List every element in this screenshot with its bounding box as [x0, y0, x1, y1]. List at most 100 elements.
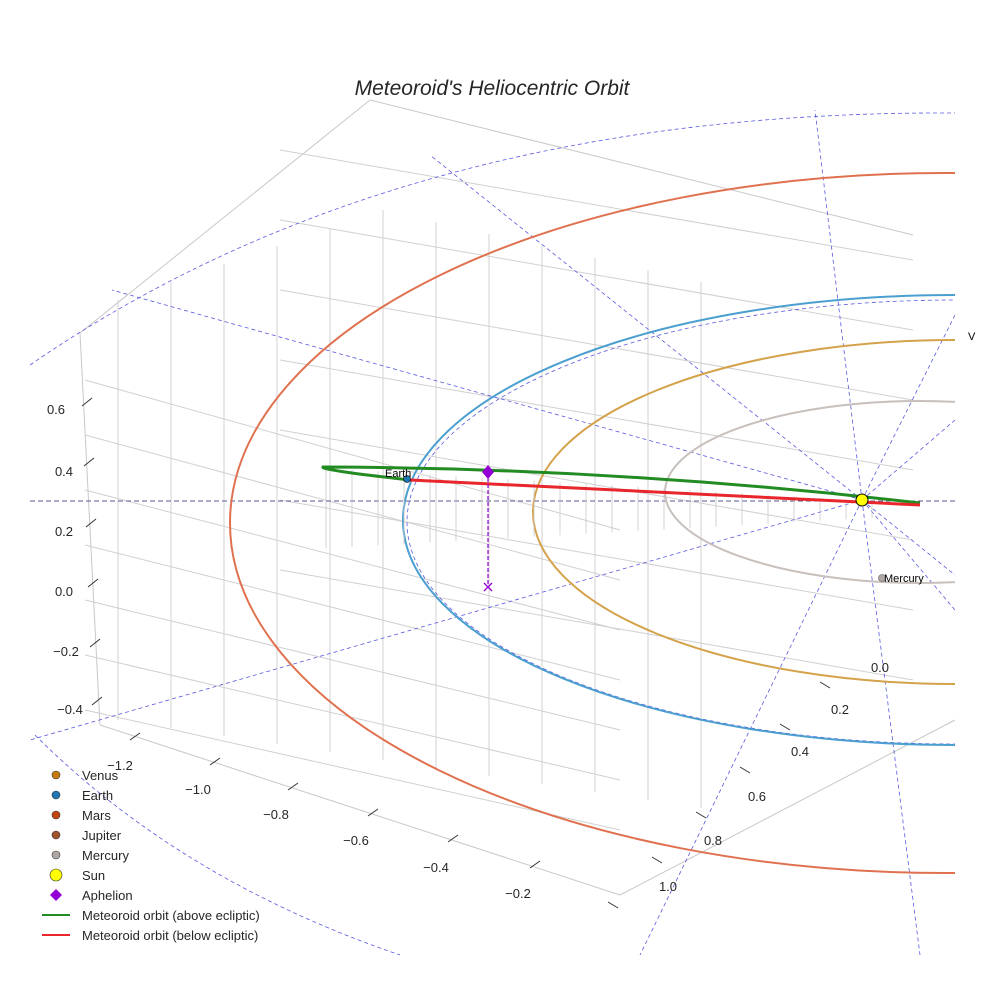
x-tick-mark [287, 782, 299, 791]
legend-item: Mars [51, 808, 111, 823]
legend-label: Jupiter [82, 828, 122, 843]
legend-label: Aphelion [82, 888, 133, 903]
axis-edge [79, 332, 101, 726]
grid-line-depth [84, 489, 621, 631]
grid-line-depth [84, 379, 621, 531]
axis-edge [79, 99, 371, 334]
mercury-marker [878, 574, 886, 582]
grid-line-horizontal [279, 149, 914, 261]
z-tick-label: −0.2 [53, 644, 79, 659]
y-tick-mark [607, 901, 619, 909]
legend-marker-diamond [50, 889, 62, 901]
z-tick-label: 0.6 [47, 402, 65, 417]
meteoroid-orbit [321, 465, 921, 592]
guide-ray [861, 419, 955, 501]
legend-item: Meteoroid orbit (above ecliptic) [42, 908, 260, 923]
axis-edge [369, 99, 914, 236]
legend-item: Earth [51, 788, 113, 803]
z-tick-label: −0.4 [57, 702, 83, 717]
guide-ray [429, 154, 863, 501]
guide-ray [861, 499, 921, 956]
grid-line-horizontal [279, 569, 914, 681]
guide-ray [111, 289, 863, 501]
aphelion-marker [482, 465, 494, 479]
legend-label: Mercury [82, 848, 129, 863]
x-tick-mark [209, 757, 221, 766]
grid-line-depth [84, 599, 621, 731]
y-tick-mark [739, 766, 751, 774]
legend-marker-circle [49, 868, 63, 882]
earth-label: Earth [385, 468, 411, 480]
legend-item: Sun [49, 868, 105, 883]
legend-label: Mars [82, 808, 111, 823]
earth-marker [403, 475, 411, 483]
grid-line-horizontal [279, 429, 914, 541]
legend-marker-circle [51, 770, 61, 780]
z-tick-label: 0.0 [55, 584, 73, 599]
x-tick-label: −1.0 [185, 782, 211, 797]
grid-line-depth [84, 544, 621, 681]
legend-label: Meteoroid orbit (below ecliptic) [82, 928, 258, 943]
grid-line-horizontal [279, 219, 914, 331]
axis-ticks: 0.6 0.4 0.2 0.0 −0.2 −0.4 −1.2 −1.0 −0.8 −0.6 −0.4… [47, 397, 889, 909]
x-tick-label: −0.2 [505, 886, 531, 901]
x-tick-mark [367, 808, 379, 817]
grid-line-depth [84, 654, 621, 781]
x-tick-label: −0.4 [423, 860, 449, 875]
legend-marker-circle [51, 790, 61, 800]
guide-ray [29, 499, 863, 741]
y-tick-mark [779, 723, 791, 731]
grid-line-horizontal [279, 289, 914, 401]
legend-label: Meteoroid orbit (above ecliptic) [82, 908, 260, 923]
y-tick-label: 0.8 [704, 833, 722, 848]
legend-label: Earth [82, 788, 113, 803]
x-tick-mark [529, 860, 541, 869]
mars-orbit [229, 172, 955, 874]
z-tick-mark [81, 397, 93, 407]
grid-line-horizontal [279, 359, 914, 471]
sun-marker [855, 493, 869, 507]
legend-item: Mercury [51, 848, 129, 863]
y-tick-label: 0.6 [748, 789, 766, 804]
aphelion-projection-x-marker [483, 582, 493, 592]
axis-edge [619, 719, 956, 896]
y-tick-label: 0.4 [791, 744, 809, 759]
legend-marker-circle [51, 810, 61, 820]
y-tick-mark [695, 811, 707, 819]
x-tick-mark [447, 834, 459, 843]
guide-ray [861, 499, 955, 576]
legend-item: Meteoroid orbit (below ecliptic) [42, 928, 258, 943]
y-tick-mark [819, 681, 831, 689]
legend-marker-circle [51, 850, 61, 860]
mercury-label: Mercury [884, 573, 924, 585]
grid-line-horizontal [279, 499, 914, 611]
z-tick-mark [87, 578, 99, 588]
z-tick-label: 0.2 [55, 524, 73, 539]
z-tick-label: 0.4 [55, 464, 73, 479]
venus-label-clipped: V [968, 331, 976, 343]
z-tick-mark [85, 518, 97, 528]
y-tick-label: 1.0 [659, 879, 677, 894]
legend-marker-circle [51, 830, 61, 840]
axis-edge [99, 724, 621, 896]
legend-label: Sun [82, 868, 105, 883]
legend-item: Jupiter [51, 828, 122, 843]
grid-line-depth [84, 709, 621, 831]
axes-grid [79, 99, 956, 896]
meteoroid-orbit-above [321, 465, 921, 505]
x-tick-label: −1.2 [107, 758, 133, 773]
guide-ray [861, 499, 955, 611]
guide-lines [29, 109, 955, 956]
z-tick-mark [91, 696, 103, 706]
grid-line-depth [84, 434, 621, 581]
legend-item: Aphelion [50, 888, 133, 903]
chart-title: Meteoroid's Heliocentric Orbit [355, 77, 631, 100]
y-tick-label: 0.2 [831, 702, 849, 717]
z-tick-mark [83, 457, 95, 467]
earth-orbit [402, 294, 955, 746]
y-tick-label: 0.0 [871, 660, 889, 675]
legend-label: Venus [82, 768, 119, 783]
x-tick-label: −0.8 [263, 807, 289, 822]
